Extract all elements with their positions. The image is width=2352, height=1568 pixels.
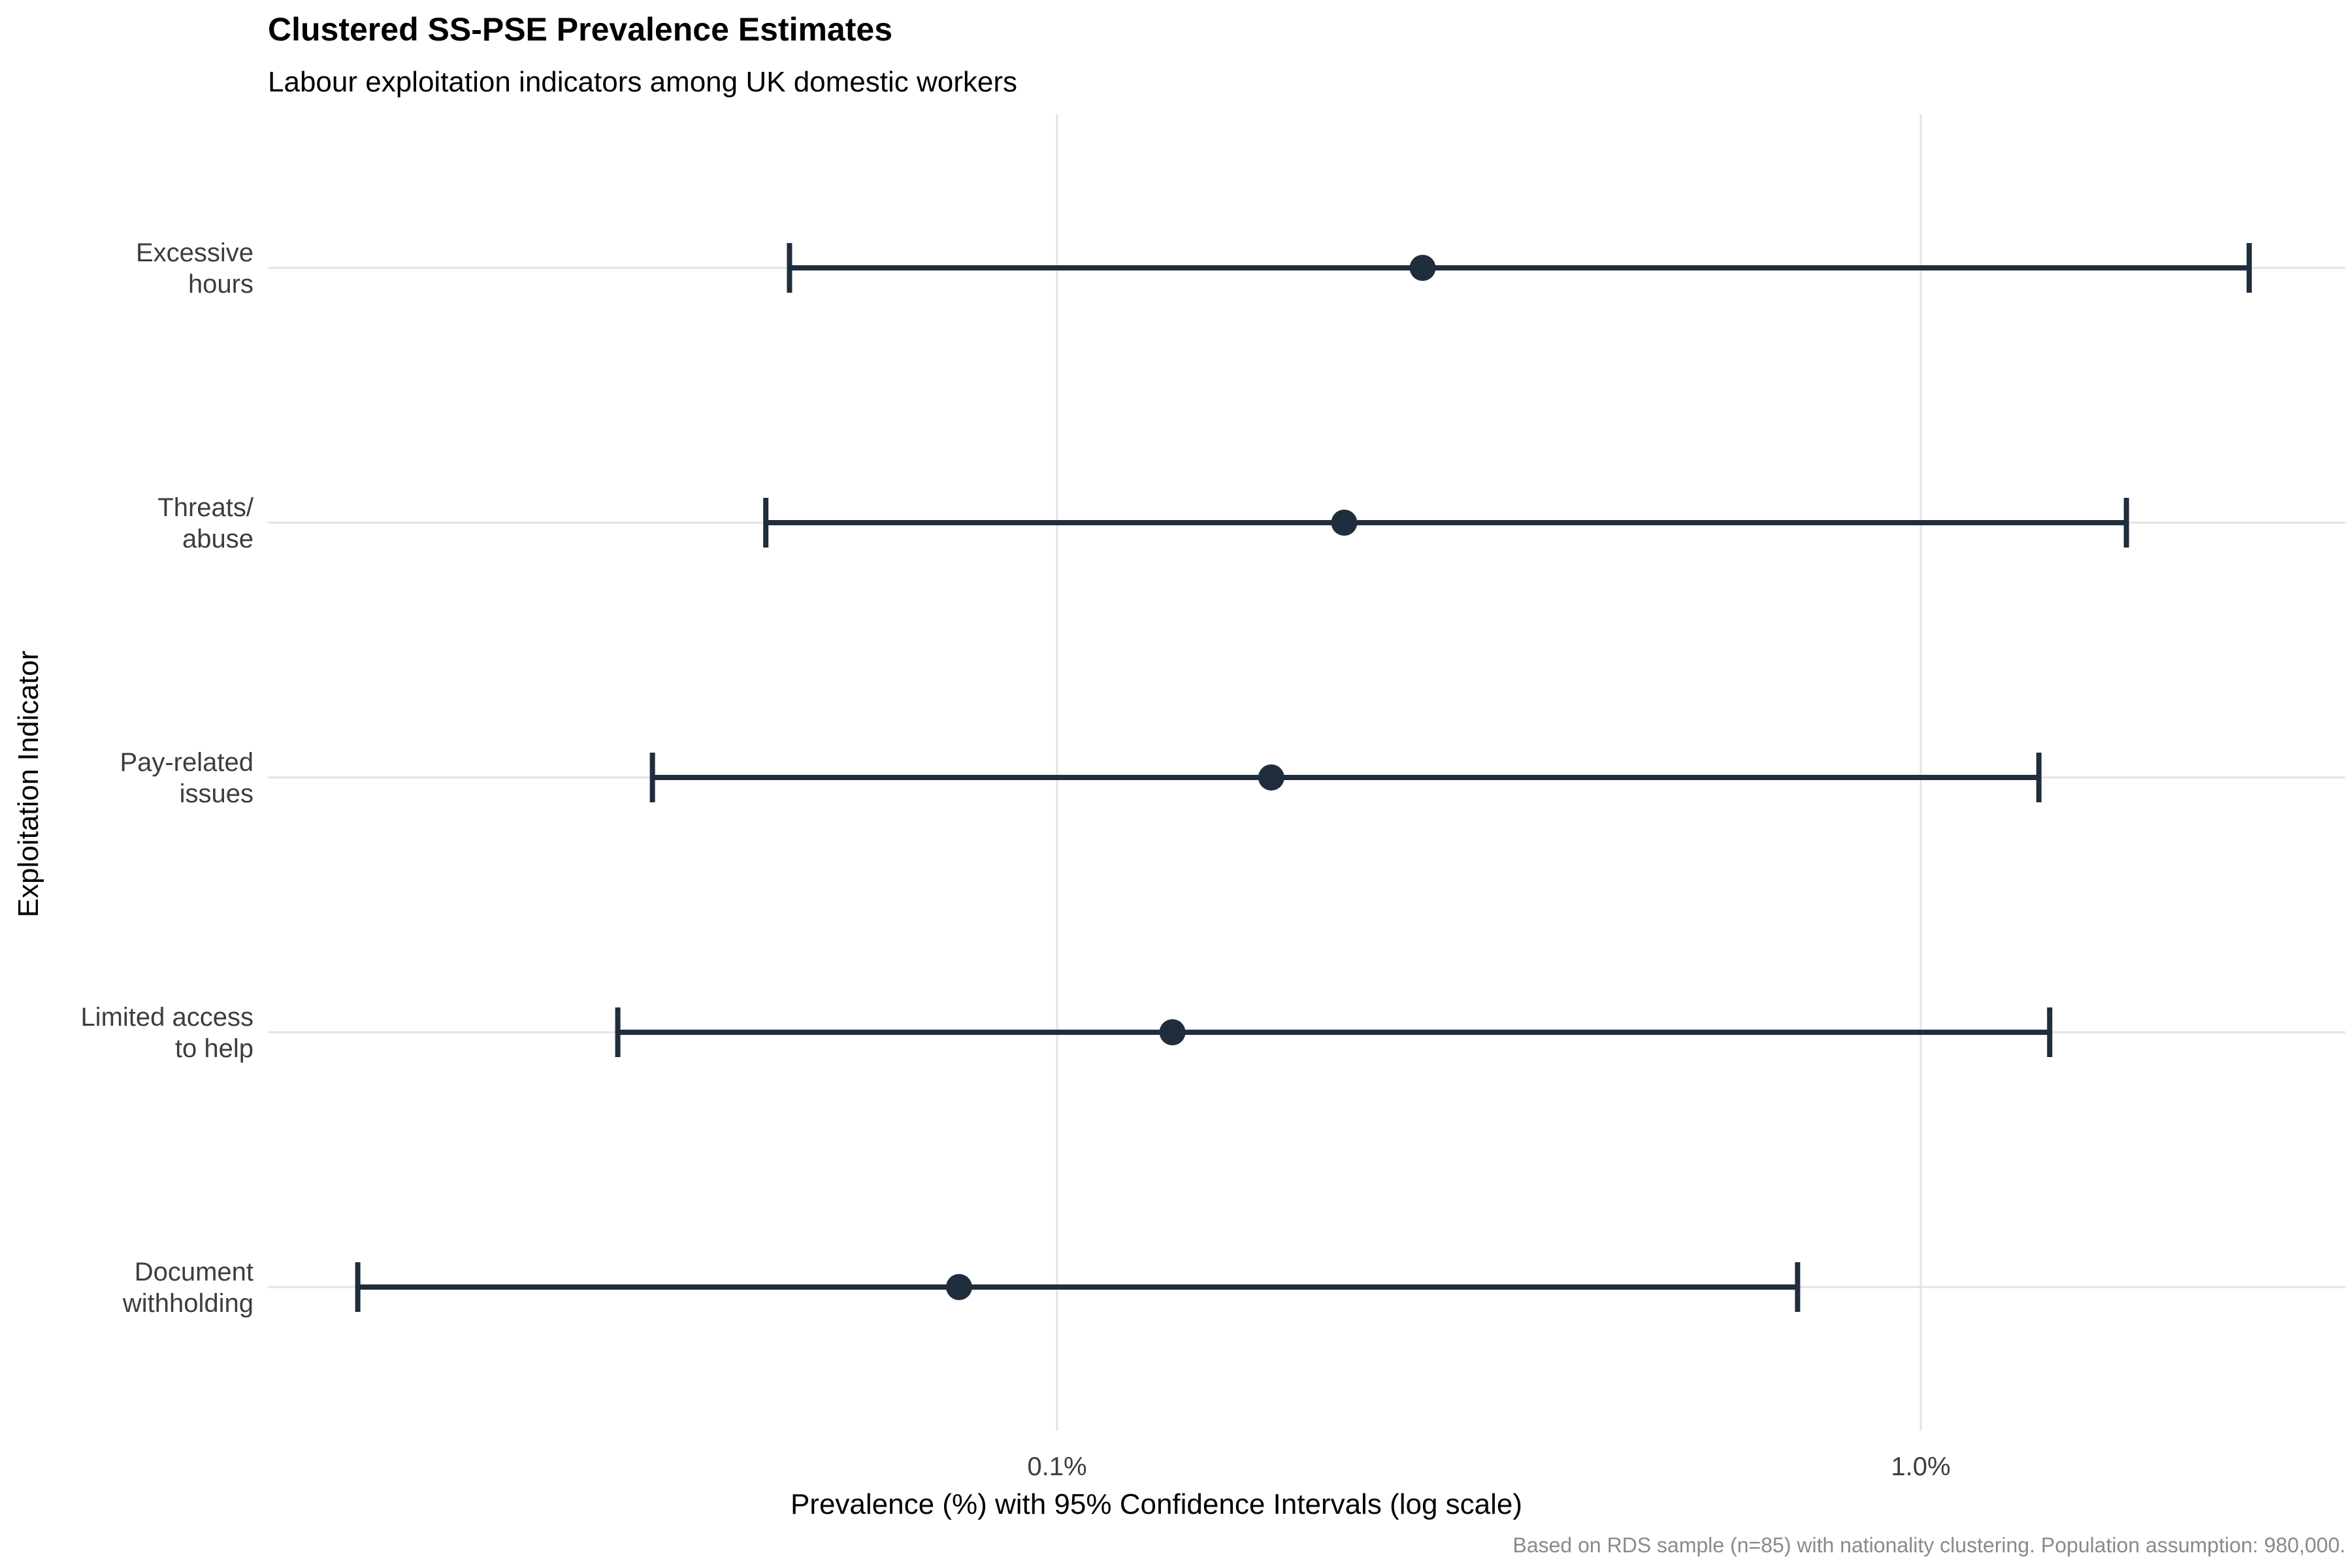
y-tick-label-line: Excessive <box>136 238 253 267</box>
estimate-point <box>1258 764 1284 791</box>
ci-row <box>649 753 2042 802</box>
x-gridlines <box>1056 114 1922 1431</box>
chart-title: Clustered SS-PSE Prevalence Estimates <box>268 11 892 48</box>
y-tick-label-line: issues <box>180 779 253 808</box>
x-tick-labels: 0.1% 1.0% <box>1027 1452 1950 1481</box>
y-tick-label-line: Limited access <box>80 1003 253 1032</box>
y-tick-label: Limited access to help <box>80 1003 253 1063</box>
y-tick-label-line: hours <box>188 270 253 299</box>
estimate-point <box>1409 255 1436 281</box>
x-tick-label: 0.1% <box>1027 1452 1086 1481</box>
ci-row <box>763 498 2129 547</box>
y-tick-label-line: Pay-related <box>120 748 253 777</box>
estimate-point <box>1331 510 1358 536</box>
y-axis-title: Exploitation Indicator <box>12 651 44 917</box>
chart-subtitle: Labour exploitation indicators among UK … <box>268 66 1017 98</box>
ci-row <box>355 1262 1801 1312</box>
y-tick-label: Excessive hours <box>136 238 253 299</box>
y-tick-label-line: Threats/ <box>157 493 254 522</box>
y-tick-label: Threats/abuse <box>157 493 254 553</box>
x-tick-label: 1.0% <box>1891 1452 1950 1481</box>
y-tick-label-line: withholding <box>122 1289 253 1318</box>
ci-row <box>787 243 2252 293</box>
y-tick-labels: Excessive hours Threats/abuse Pay-related is… <box>80 238 253 1318</box>
x-axis-title: Prevalence (%) with 95% Confidence Inter… <box>791 1488 1522 1520</box>
chart-caption: Based on RDS sample (n=85) with national… <box>1512 1533 2345 1557</box>
y-tick-label: Document withholding <box>122 1258 253 1318</box>
y-tick-label-line: abuse <box>182 525 253 553</box>
y-tick-label-line: to help <box>175 1034 253 1063</box>
ci-row <box>615 1007 2053 1057</box>
estimate-point <box>945 1274 972 1300</box>
estimate-point <box>1159 1019 1186 1045</box>
y-tick-label: Pay-related issues <box>120 748 253 808</box>
y-tick-label-line: Document <box>135 1258 253 1286</box>
ci-marks <box>355 243 2252 1312</box>
